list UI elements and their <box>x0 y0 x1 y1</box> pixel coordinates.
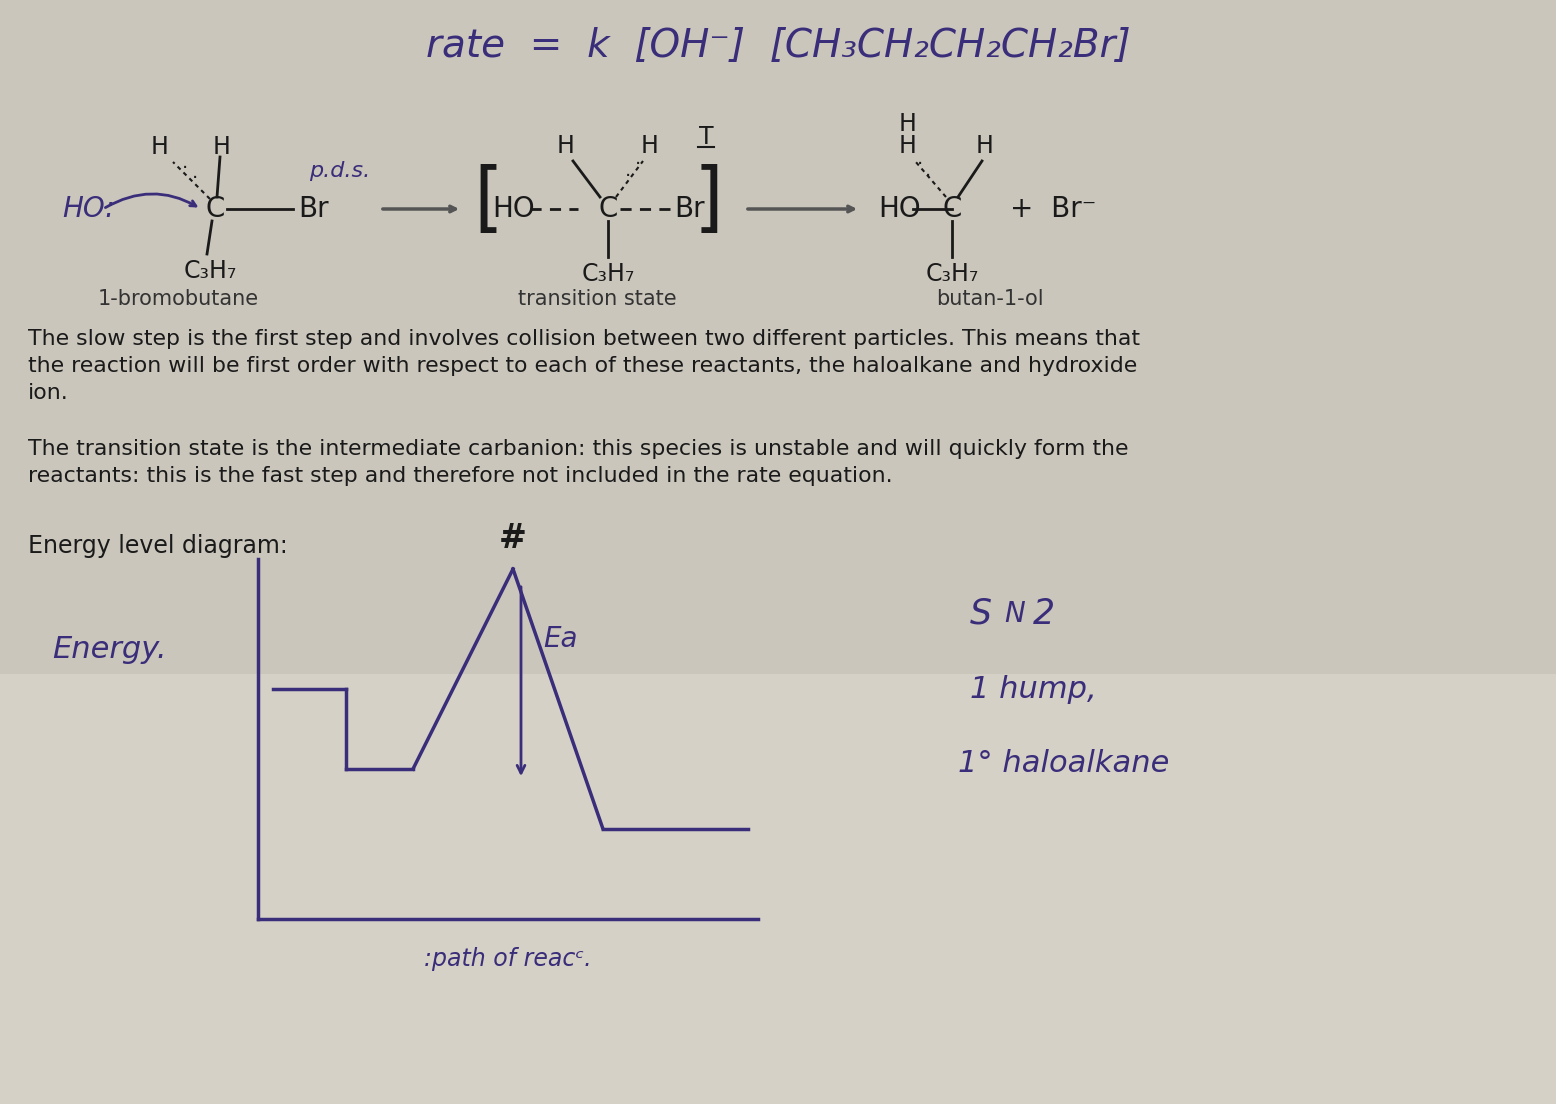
Text: p.d.s.: p.d.s. <box>310 161 370 181</box>
FancyBboxPatch shape <box>0 0 1556 675</box>
Text: C₃H₇: C₃H₇ <box>184 259 237 283</box>
Text: butan-1-ol: butan-1-ol <box>937 289 1044 309</box>
Text: H: H <box>213 135 230 159</box>
Text: H: H <box>151 135 170 159</box>
Text: H: H <box>899 134 916 158</box>
Text: HO: HO <box>878 195 921 223</box>
Text: 1° haloalkane: 1° haloalkane <box>958 750 1170 778</box>
Text: ·: · <box>635 156 641 174</box>
Text: C: C <box>943 195 962 223</box>
Text: ]: ] <box>694 164 724 238</box>
Text: transition state: transition state <box>518 289 677 309</box>
Text: rate  =  k  [OH⁻]  [CH₃CH₂CH₂CH₂Br]: rate = k [OH⁻] [CH₃CH₂CH₂CH₂Br] <box>426 26 1130 65</box>
Text: H: H <box>557 134 574 158</box>
Text: S: S <box>969 597 993 631</box>
Text: :path of reacᶜ.: :path of reacᶜ. <box>425 947 591 972</box>
Text: H: H <box>899 112 916 136</box>
Text: ·: · <box>916 156 923 174</box>
Text: #: # <box>499 522 527 555</box>
Text: T: T <box>699 125 713 149</box>
Text: C₃H₇: C₃H₇ <box>582 262 635 286</box>
Text: ·: · <box>924 168 930 187</box>
Text: C: C <box>205 195 224 223</box>
Text: [: [ <box>473 164 503 238</box>
Text: ·: · <box>182 159 188 179</box>
Text: C: C <box>599 195 618 223</box>
Text: HO:: HO: <box>62 195 115 223</box>
Text: ·: · <box>191 170 198 189</box>
Text: HO: HO <box>492 195 535 223</box>
Text: 2: 2 <box>1022 597 1055 631</box>
Text: +  Br⁻: + Br⁻ <box>1010 195 1097 223</box>
Text: 1 hump,: 1 hump, <box>969 675 1097 703</box>
Text: ·: · <box>626 168 632 187</box>
Text: Energy level diagram:: Energy level diagram: <box>28 534 288 558</box>
Text: Br: Br <box>674 195 705 223</box>
Text: 1-bromobutane: 1-bromobutane <box>98 289 258 309</box>
Text: The slow step is the first step and involves collision between two different par: The slow step is the first step and invo… <box>28 329 1141 403</box>
Text: N: N <box>1004 599 1025 628</box>
Text: The transition state is the intermediate carbanion: this species is unstable and: The transition state is the intermediate… <box>28 439 1128 486</box>
Text: C₃H₇: C₃H₇ <box>926 262 979 286</box>
Text: H: H <box>976 134 994 158</box>
Text: Ea: Ea <box>543 625 577 652</box>
Text: H: H <box>641 134 658 158</box>
Text: Energy.: Energy. <box>51 635 166 664</box>
Text: Br: Br <box>299 195 328 223</box>
